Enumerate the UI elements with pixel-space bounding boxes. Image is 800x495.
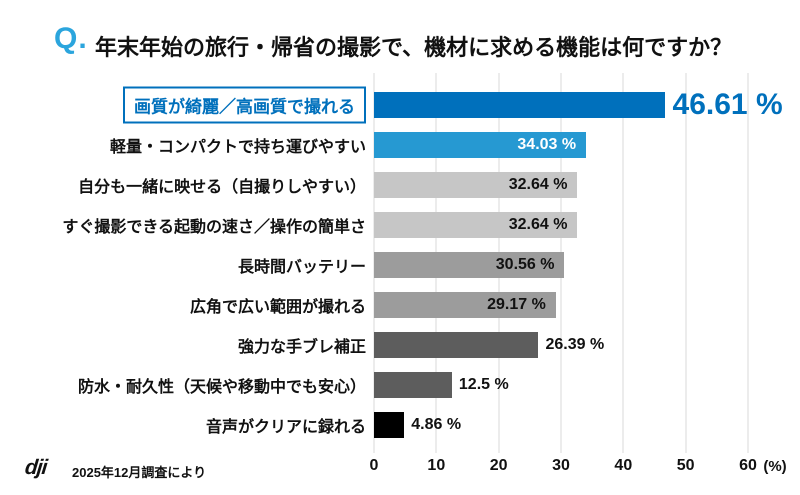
category-label: 防水・耐久性（天候や移動中でも安心） [77,379,366,396]
x-axis-tick-label: 10 [427,457,446,474]
x-axis-tick-label: 60 [739,457,757,474]
survey-footnote: 2025年12月調査により [72,465,207,480]
bar [374,252,565,278]
category-label: 広角で広い範囲が撮れる [189,299,366,316]
value-label: 26.39 % [545,336,605,353]
bar [374,92,665,118]
value-label: 4.86 % [411,416,462,433]
category-label: 強力な手ブレ補正 [237,339,366,356]
category-label: 長時間バッテリー [237,259,366,276]
bar [374,212,578,238]
dji-logo: dji [23,456,48,479]
question-mark-prefix: Q. [54,22,88,55]
bar [374,332,539,358]
x-axis-tick-label: 50 [676,457,695,474]
value-label: 32.64 % [508,216,568,233]
category-label: 自分も一緒に映せる（自撮りしやすい） [78,179,366,196]
bar [374,132,587,158]
x-axis-tick-label: 0 [369,457,379,474]
gridline [747,73,749,453]
x-axis-tick-label: 30 [552,457,570,474]
value-label: 30.56 % [495,256,555,273]
x-axis-tick-label: 40 [614,457,633,474]
gridline [684,73,687,453]
bar [374,292,556,318]
x-axis-unit-label: (%) [763,458,787,475]
value-label: 46.61 % [672,88,783,121]
category-label: すぐ撮影できる起動の速さ／操作の簡単さ [62,219,366,236]
bar [374,372,452,398]
category-label: 音声がクリアに録れる [205,419,366,436]
category-label-highlighted: 画質が綺麗／高画質で撮れる [123,86,366,124]
value-label: 32.64 % [508,176,568,193]
page-title: 年末年始の旅行・帰省の撮影で、機材に求める機能は何ですか？ [95,35,733,60]
value-label: 29.17 % [487,296,546,313]
x-axis-tick-label: 20 [489,457,508,474]
gridline [622,73,625,453]
value-label: 12.5 % [458,376,509,393]
bar [374,412,405,438]
category-label: 軽量・コンパクトで持ち運びやすい [109,139,366,156]
bar [374,172,578,198]
value-label: 34.03 % [517,136,577,153]
